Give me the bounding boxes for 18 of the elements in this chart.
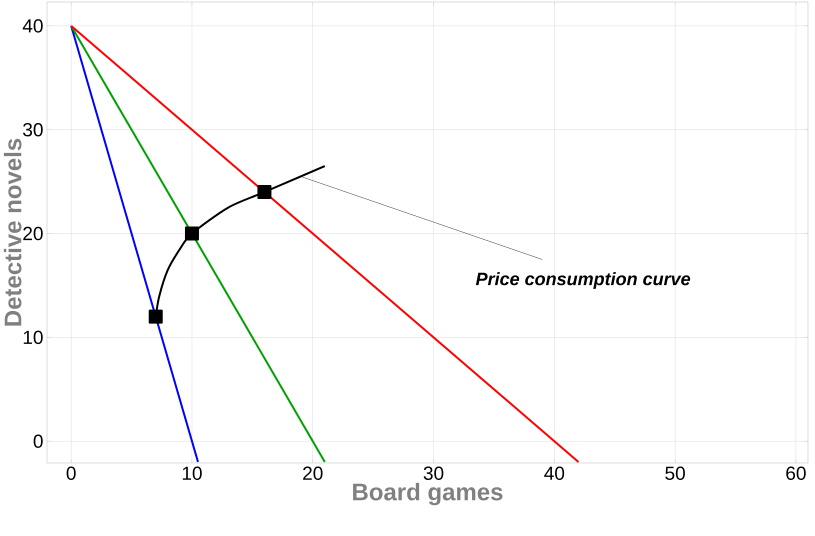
x-tick-label: 20 bbox=[303, 466, 323, 480]
y-tick-label: 10 bbox=[24, 330, 43, 344]
x-tick-label: 0 bbox=[66, 466, 76, 480]
y-tick-label: 20 bbox=[23, 226, 43, 240]
x-tick-label: 50 bbox=[665, 466, 685, 480]
point bbox=[257, 185, 272, 199]
x-tick-label: 40 bbox=[544, 466, 564, 480]
y-tick-label: 40 bbox=[22, 19, 43, 33]
annotation: Price consumption curve bbox=[476, 272, 690, 289]
point bbox=[184, 226, 199, 241]
x-axis-title: Board games bbox=[353, 482, 502, 506]
y-tick-label: 0 bbox=[34, 434, 43, 448]
y-tick-label: 30 bbox=[23, 122, 43, 136]
x-tick-label: 30 bbox=[424, 466, 444, 480]
y-axis-title: Detective novels bbox=[4, 138, 22, 326]
x-tick-label: 60 bbox=[786, 466, 806, 480]
x-tick-label: 10 bbox=[182, 466, 202, 480]
point bbox=[148, 310, 163, 324]
